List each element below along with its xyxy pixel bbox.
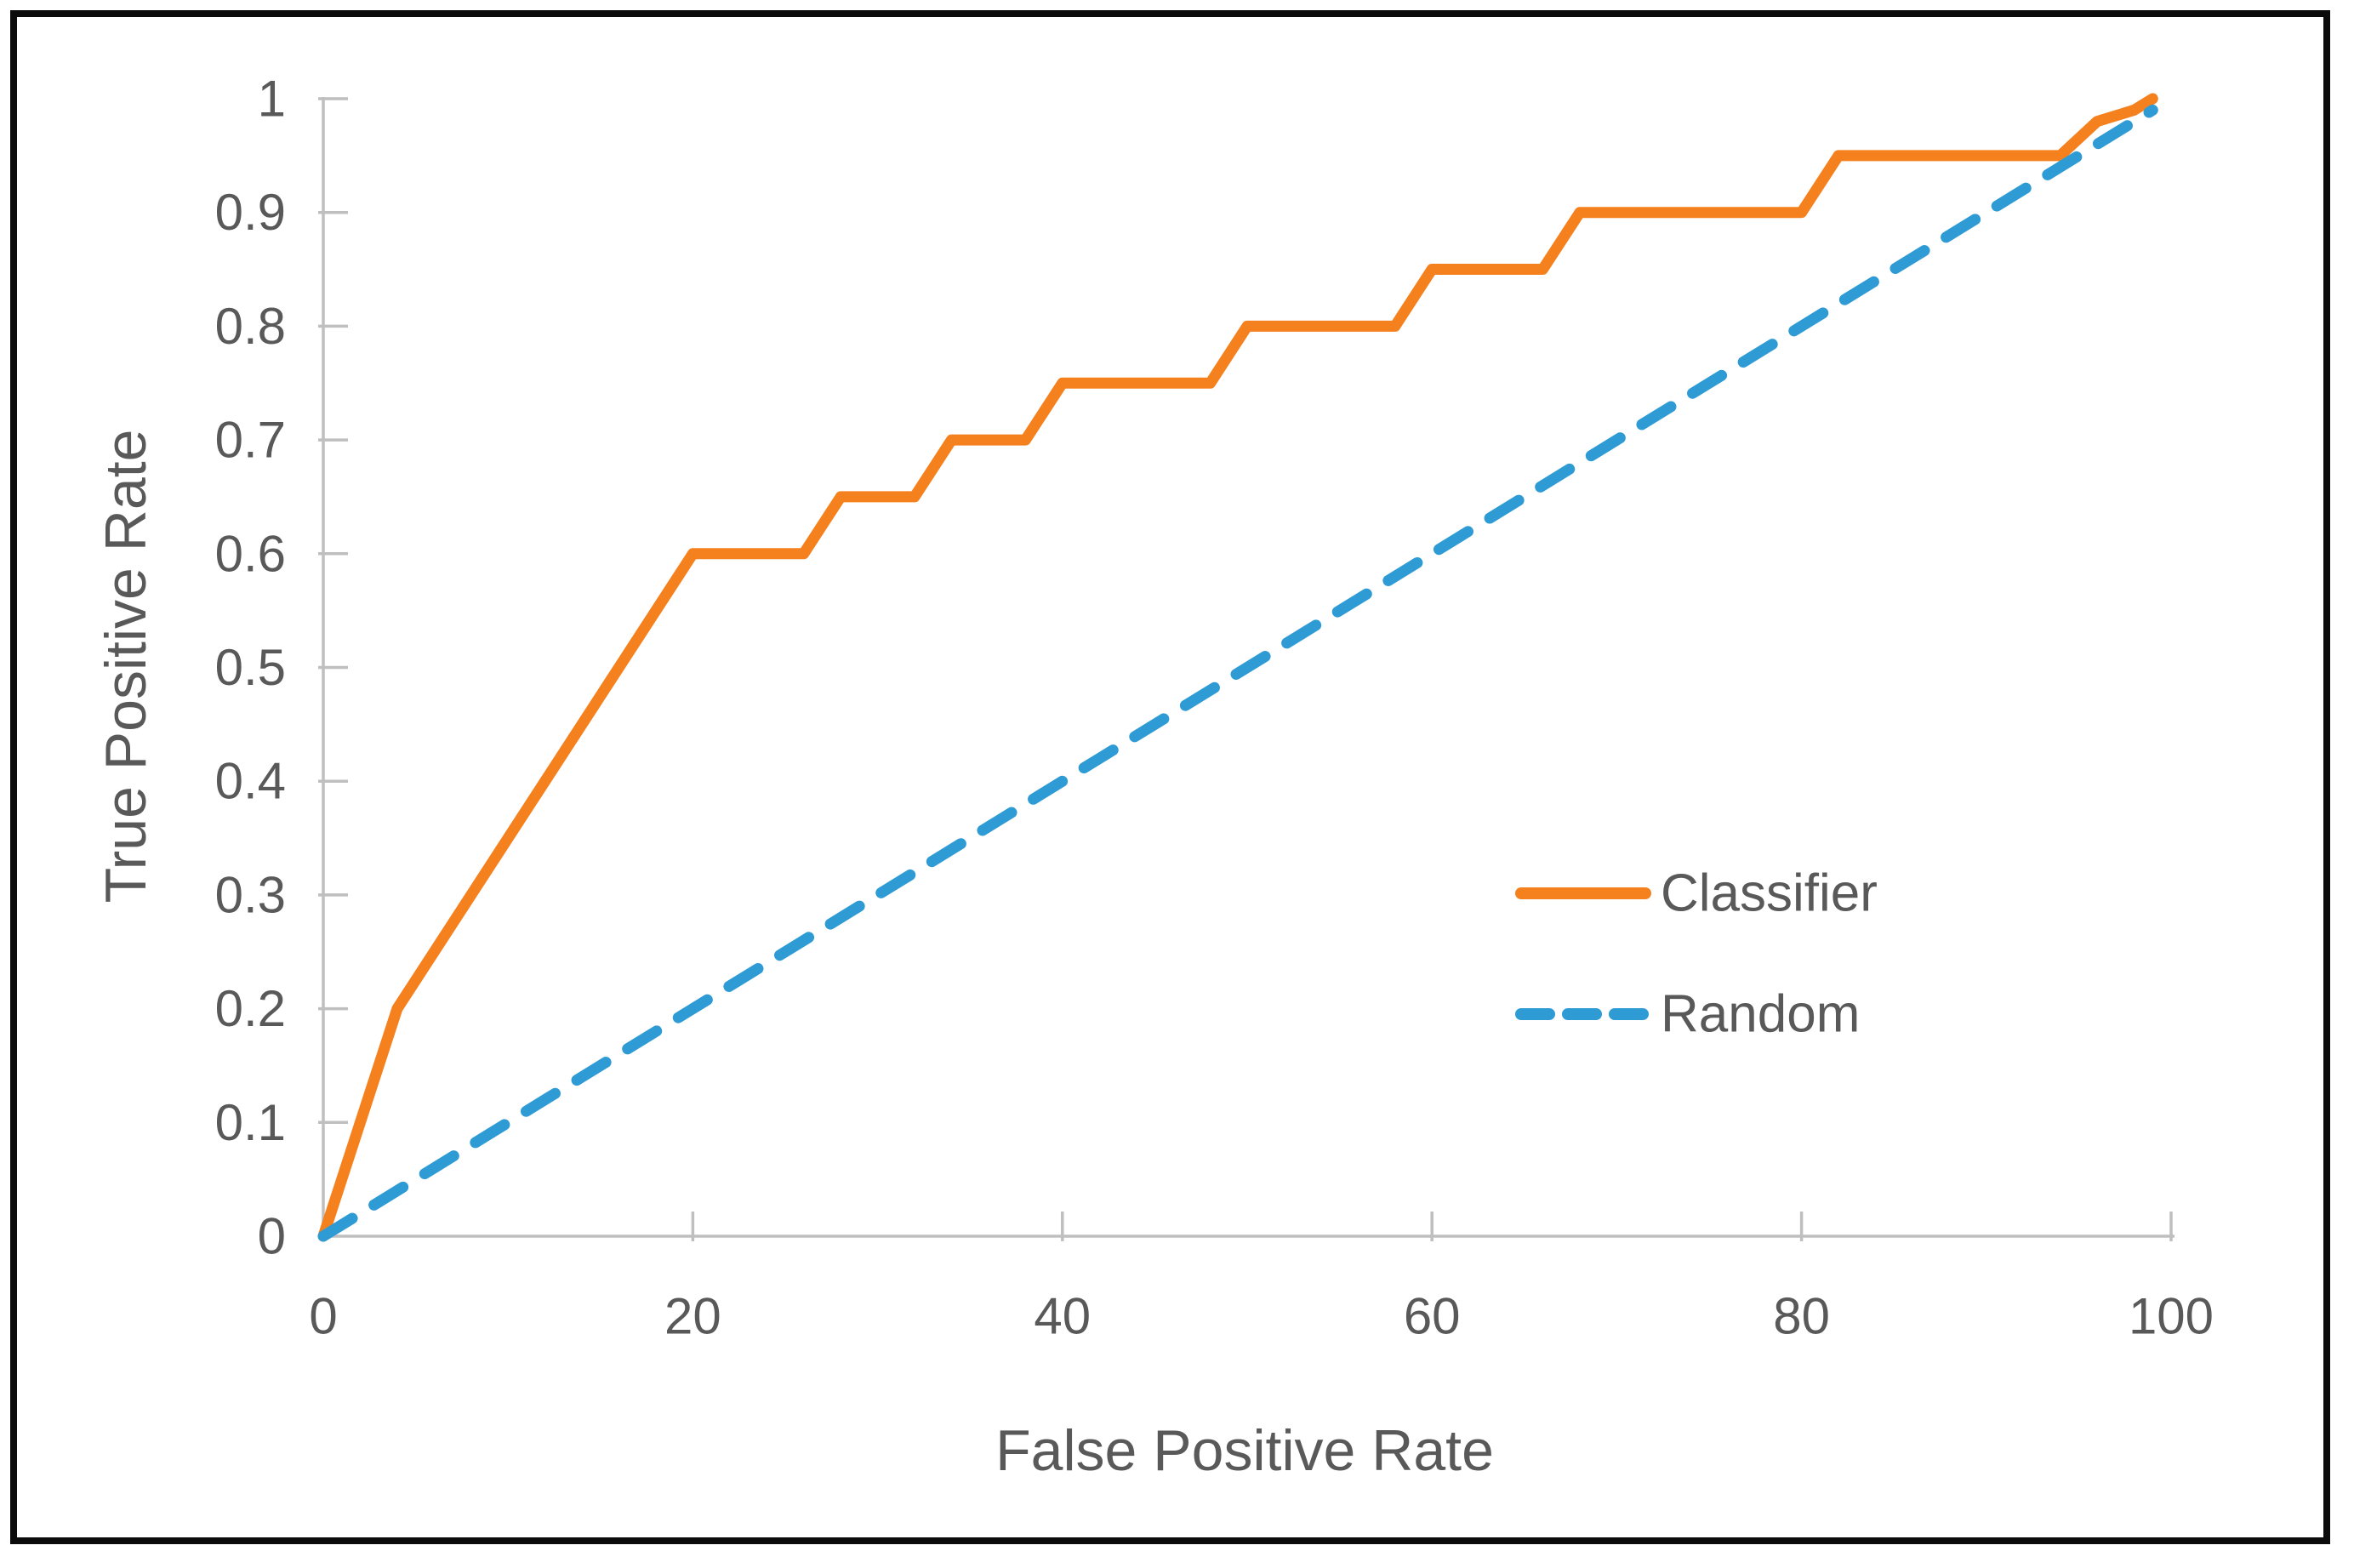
y-tick-label: 0.3	[215, 866, 286, 923]
classifier-line	[317, 93, 2158, 1242]
x-axis-title: False Positive Rate	[995, 1418, 1494, 1483]
x-tick-label: 40	[1034, 1288, 1091, 1345]
y-tick-label: 0	[258, 1208, 286, 1265]
x-ticks	[691, 1212, 2173, 1241]
y-tick-label: 0.1	[215, 1094, 286, 1151]
y-tick-label: 1	[258, 71, 286, 128]
legend: Classifier Random	[1515, 864, 1878, 1044]
x-tick-label: 0	[309, 1288, 337, 1345]
y-tick-label: 0.2	[215, 980, 286, 1037]
y-tick-label: 0.9	[215, 184, 286, 241]
random-line	[317, 104, 2158, 1242]
x-tick-label: 100	[2129, 1288, 2214, 1345]
series-lines	[317, 93, 2158, 1242]
legend-classifier-label: Classifier	[1661, 864, 1878, 923]
y-tick-label: 0.7	[215, 412, 286, 469]
y-axis-title: True Positive Rate	[94, 430, 158, 904]
y-tick-label: 0.5	[215, 639, 286, 696]
x-tick-label: 20	[664, 1288, 721, 1345]
x-tick-labels: 0 20 40 60 80 100	[309, 1288, 2214, 1345]
y-tick-label: 0.4	[215, 753, 286, 810]
legend-random-label: Random	[1661, 985, 1860, 1044]
x-tick-label: 60	[1404, 1288, 1461, 1345]
y-tick-labels: 0 0.1 0.2 0.3 0.4 0.5 0.6 0.7 0.8 0.9 1	[215, 71, 286, 1265]
x-tick-label: 80	[1773, 1288, 1830, 1345]
figure-border	[10, 10, 2330, 1544]
y-tick-label: 0.6	[215, 525, 286, 582]
y-ticks	[318, 97, 348, 1125]
y-tick-label: 0.8	[215, 298, 286, 355]
